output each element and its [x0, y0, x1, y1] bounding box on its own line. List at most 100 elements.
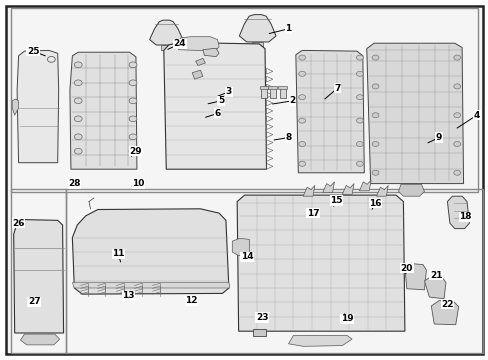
Polygon shape	[195, 58, 205, 66]
Circle shape	[356, 118, 363, 123]
Circle shape	[371, 113, 378, 118]
Bar	[278, 86, 286, 89]
Polygon shape	[237, 195, 404, 331]
Polygon shape	[149, 20, 183, 45]
Polygon shape	[252, 42, 263, 47]
Bar	[66, 189, 482, 353]
Circle shape	[371, 141, 378, 147]
Circle shape	[74, 134, 82, 140]
Polygon shape	[17, 50, 59, 163]
Circle shape	[371, 170, 378, 175]
Circle shape	[129, 116, 137, 122]
Text: 5: 5	[218, 96, 224, 105]
Text: 8: 8	[285, 133, 291, 142]
Circle shape	[74, 62, 82, 68]
Circle shape	[356, 71, 363, 76]
Text: 19: 19	[340, 314, 353, 323]
Circle shape	[356, 161, 363, 166]
Polygon shape	[295, 50, 364, 173]
Text: 15: 15	[329, 196, 342, 205]
Circle shape	[298, 95, 305, 100]
Bar	[11, 189, 66, 353]
Text: 16: 16	[368, 199, 381, 208]
Text: 9: 9	[435, 133, 442, 142]
Polygon shape	[203, 48, 219, 57]
Circle shape	[74, 98, 82, 104]
Text: 4: 4	[472, 111, 479, 120]
Polygon shape	[192, 70, 203, 79]
Polygon shape	[20, 334, 60, 345]
Text: 10: 10	[132, 179, 144, 188]
Bar	[11, 8, 477, 192]
Text: 24: 24	[173, 40, 186, 49]
Polygon shape	[14, 220, 63, 333]
Circle shape	[129, 62, 137, 68]
Circle shape	[371, 84, 378, 89]
Circle shape	[298, 71, 305, 76]
Text: 26: 26	[12, 219, 25, 228]
Polygon shape	[303, 185, 314, 196]
Polygon shape	[404, 264, 426, 290]
Polygon shape	[398, 184, 424, 196]
Text: 14: 14	[240, 252, 253, 261]
Polygon shape	[163, 42, 266, 169]
Circle shape	[453, 141, 460, 147]
Circle shape	[298, 141, 305, 147]
Bar	[268, 86, 277, 89]
Circle shape	[453, 170, 460, 175]
Text: 29: 29	[129, 147, 142, 156]
Bar	[269, 87, 275, 98]
Circle shape	[298, 118, 305, 123]
Circle shape	[129, 148, 137, 154]
Polygon shape	[70, 52, 137, 169]
Circle shape	[129, 80, 137, 86]
Polygon shape	[322, 182, 334, 193]
Polygon shape	[424, 276, 445, 299]
Circle shape	[74, 148, 82, 154]
Circle shape	[453, 55, 460, 60]
Circle shape	[356, 95, 363, 100]
Circle shape	[453, 84, 460, 89]
Text: 1: 1	[285, 24, 291, 33]
Text: 25: 25	[27, 47, 40, 56]
Text: 18: 18	[458, 212, 471, 221]
Text: 11: 11	[112, 249, 124, 258]
Polygon shape	[359, 180, 370, 191]
Text: 20: 20	[400, 264, 412, 273]
Polygon shape	[376, 185, 387, 196]
Text: 3: 3	[225, 87, 231, 96]
Bar	[253, 329, 265, 336]
Text: 13: 13	[122, 292, 135, 300]
Text: 2: 2	[289, 96, 295, 105]
Polygon shape	[72, 209, 228, 294]
Text: 27: 27	[28, 297, 41, 306]
Circle shape	[74, 80, 82, 86]
Text: 7: 7	[333, 84, 340, 93]
Polygon shape	[177, 37, 219, 51]
Polygon shape	[72, 283, 229, 288]
Circle shape	[74, 116, 82, 122]
Circle shape	[298, 55, 305, 60]
Text: 17: 17	[306, 209, 319, 217]
Bar	[279, 87, 285, 98]
Circle shape	[356, 55, 363, 60]
Text: 6: 6	[214, 109, 220, 118]
Text: 12: 12	[185, 296, 198, 305]
Polygon shape	[232, 238, 249, 256]
Text: 21: 21	[429, 271, 442, 280]
Text: 28: 28	[68, 179, 81, 188]
Polygon shape	[366, 43, 463, 184]
Circle shape	[371, 55, 378, 60]
Bar	[259, 86, 268, 89]
Polygon shape	[161, 45, 171, 50]
Polygon shape	[447, 196, 468, 229]
Circle shape	[129, 98, 137, 104]
Text: 22: 22	[440, 300, 453, 309]
Circle shape	[453, 113, 460, 118]
Polygon shape	[12, 99, 19, 115]
Circle shape	[129, 134, 137, 140]
Bar	[261, 87, 266, 98]
Text: 23: 23	[255, 313, 268, 322]
Polygon shape	[342, 184, 353, 194]
Circle shape	[298, 161, 305, 166]
